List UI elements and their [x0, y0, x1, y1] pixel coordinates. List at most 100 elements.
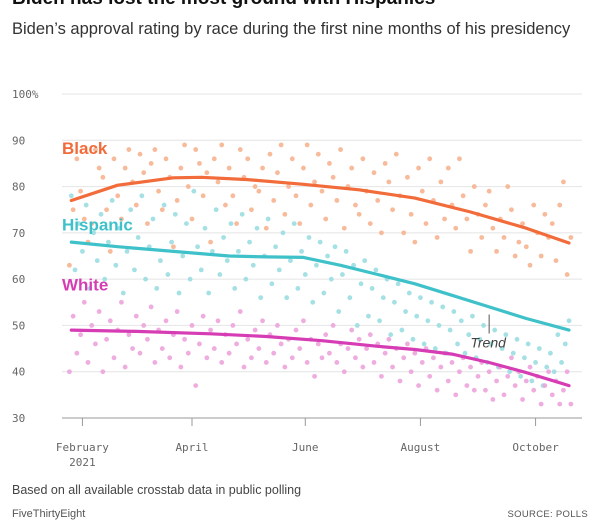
point-hispanic — [499, 346, 505, 351]
point-hispanic — [321, 290, 327, 296]
point-white — [405, 341, 410, 347]
point-black — [133, 202, 139, 208]
point-hispanic — [332, 244, 338, 250]
point-white — [512, 383, 518, 388]
point-black — [315, 151, 321, 157]
point-hispanic — [366, 313, 371, 319]
point-white — [434, 387, 440, 393]
point-hispanic — [288, 258, 293, 264]
point-hispanic — [187, 276, 193, 282]
point-white — [323, 332, 329, 338]
point-black — [330, 174, 336, 180]
point-hispanic — [165, 272, 171, 277]
point-white — [431, 355, 436, 361]
point-black — [360, 156, 366, 162]
point-white — [341, 369, 347, 375]
point-white — [133, 313, 139, 319]
point-white — [531, 387, 537, 393]
point-hispanic — [254, 225, 260, 231]
y-tick-label: 70 — [12, 227, 25, 240]
point-black — [464, 216, 470, 222]
y-tick-label: 60 — [12, 273, 25, 286]
point-white — [371, 360, 377, 365]
point-black — [542, 211, 548, 217]
point-hispanic — [317, 239, 323, 245]
point-black — [297, 221, 303, 227]
point-white — [468, 364, 473, 370]
point-black — [341, 225, 347, 231]
point-black — [230, 193, 236, 199]
point-hispanic — [302, 272, 308, 277]
point-white — [271, 350, 277, 356]
point-white — [100, 369, 106, 375]
point-black — [211, 156, 217, 162]
point-black — [438, 179, 444, 185]
point-black — [520, 221, 525, 227]
point-white — [349, 327, 355, 333]
point-black — [204, 170, 210, 176]
point-hispanic — [462, 350, 468, 356]
point-white — [182, 336, 187, 342]
series-labels: Black Hispanic White Trend — [62, 139, 507, 350]
point-hispanic — [410, 336, 416, 342]
point-hispanic — [447, 327, 453, 333]
point-white — [185, 350, 191, 356]
point-white — [501, 392, 507, 398]
point-white — [130, 346, 135, 351]
point-hispanic — [172, 211, 178, 217]
point-black — [93, 147, 98, 152]
point-black — [293, 193, 299, 199]
point-black — [557, 202, 563, 208]
point-white — [107, 318, 113, 324]
point-black — [78, 188, 83, 194]
point-white — [137, 350, 143, 356]
point-hispanic — [536, 346, 542, 351]
point-hispanic — [470, 313, 475, 319]
point-white — [119, 299, 124, 305]
point-black — [137, 151, 143, 157]
point-black — [74, 156, 80, 162]
point-white — [293, 327, 299, 333]
point-white — [334, 360, 340, 365]
point-black — [490, 225, 496, 231]
point-hispanic — [117, 225, 122, 231]
point-hispanic — [492, 327, 498, 333]
point-white — [93, 341, 98, 347]
point-white — [260, 318, 265, 324]
point-hispanic — [429, 299, 434, 305]
point-black — [289, 156, 295, 162]
point-hispanic — [94, 258, 100, 264]
point-white — [386, 336, 392, 342]
point-black — [200, 193, 206, 199]
point-hispanic — [87, 286, 93, 291]
point-black — [371, 170, 377, 176]
trend-lines — [69, 175, 571, 388]
series-label-black: Black — [62, 139, 108, 158]
point-white — [483, 387, 488, 393]
series-label-hispanic: Hispanic — [62, 216, 133, 235]
point-hispanic — [239, 211, 245, 217]
point-white — [390, 364, 395, 370]
point-white — [215, 318, 221, 324]
point-black — [252, 184, 258, 189]
point-black — [457, 156, 462, 162]
point-black — [390, 207, 395, 213]
trend-annotation: Trend — [470, 335, 507, 351]
point-hispanic — [533, 360, 538, 365]
point-black — [460, 193, 466, 199]
point-hispanic — [280, 230, 286, 236]
point-black — [549, 221, 555, 227]
point-hispanic — [503, 332, 509, 338]
point-hispanic — [436, 323, 442, 328]
point-black — [249, 207, 254, 213]
point-hispanic — [236, 248, 241, 254]
point-white — [297, 346, 303, 351]
y-tick-label: 30 — [12, 412, 25, 425]
point-black — [386, 179, 392, 185]
point-black — [208, 239, 213, 245]
point-white — [78, 332, 83, 338]
y-tick-label: 100% — [12, 88, 39, 101]
point-white — [263, 360, 269, 365]
point-white — [453, 392, 459, 398]
point-hispanic — [191, 188, 197, 194]
